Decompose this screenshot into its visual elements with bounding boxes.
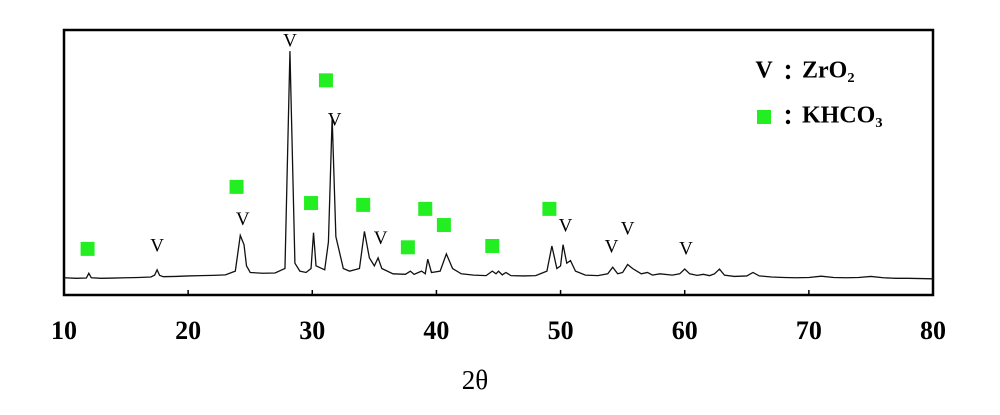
x-tick-label: 20 [175, 316, 201, 345]
zro2-marker: V [679, 238, 693, 259]
legend-symbol: V [755, 58, 773, 84]
x-tick-label: 60 [672, 316, 698, 345]
legend-swatch [757, 110, 771, 124]
legend-colon [786, 75, 790, 79]
x-tick-label: 70 [796, 316, 822, 345]
khco3-marker [304, 196, 318, 210]
zro2-marker: V [150, 236, 164, 257]
chart: 2θ 1020304050607080VVVVVVVVVVZrO₂KHCO₃ [0, 0, 1000, 415]
x-tick-label: 80 [920, 316, 946, 345]
x-tick-label: 40 [423, 316, 449, 345]
khco3-marker [542, 202, 556, 216]
khco3-marker [230, 180, 244, 194]
zro2-marker: V [559, 215, 573, 236]
khco3-marker [418, 202, 432, 216]
zro2-marker: V [236, 209, 250, 230]
khco3-marker [356, 198, 370, 212]
legend-colon [786, 110, 790, 114]
legend-label: ZrO₂ [802, 58, 855, 84]
legend-label: KHCO₃ [802, 103, 883, 129]
x-tick-label: 50 [548, 316, 574, 345]
page: {"chart_data": {"type": "line", "xlabel"… [0, 0, 1000, 415]
khco3-marker [485, 239, 499, 253]
legend-colon [786, 65, 790, 69]
zro2-marker: V [374, 228, 388, 249]
khco3-marker [81, 242, 95, 256]
zro2-marker: V [283, 30, 297, 51]
zro2-marker: V [328, 109, 342, 130]
x-tick-label: 10 [51, 316, 77, 345]
x-axis-label: 2θ [462, 365, 488, 395]
zro2-marker: V [621, 218, 635, 239]
khco3-marker [401, 240, 415, 254]
khco3-marker [319, 73, 333, 87]
x-tick-label: 30 [299, 316, 325, 345]
khco3-marker [437, 218, 451, 232]
zro2-marker: V [605, 236, 619, 257]
legend-colon [786, 120, 790, 124]
